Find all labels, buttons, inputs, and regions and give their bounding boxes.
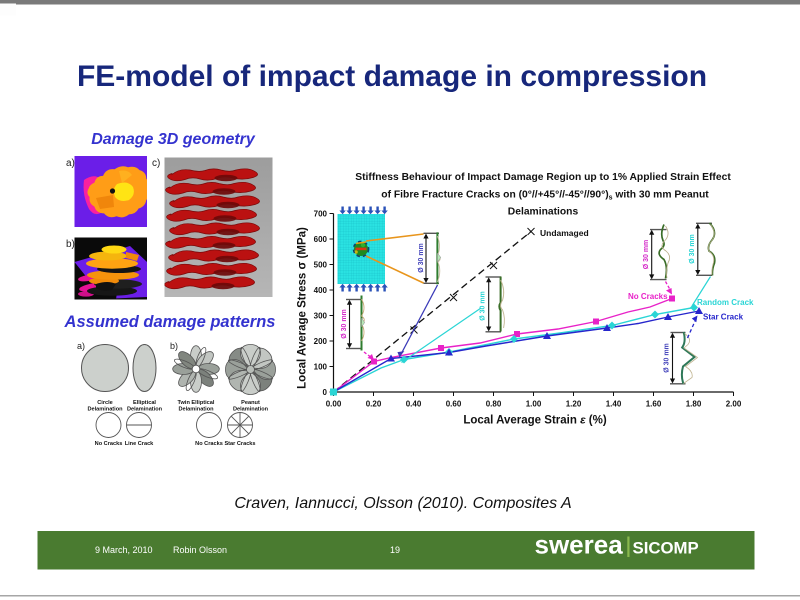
svg-text:Star Cracks: Star Cracks [224,441,255,447]
svg-text:0: 0 [323,388,328,397]
svg-text:Ø 30 mm: Ø 30 mm [664,343,671,373]
svg-text:No Cracks: No Cracks [628,292,668,301]
svg-text:Delamination: Delamination [87,407,123,413]
svg-text:Star Crack: Star Crack [703,313,744,322]
svg-text:No Cracks: No Cracks [195,441,223,447]
svg-text:Ø 30 mm: Ø 30 mm [418,243,425,273]
svg-text:Twin Elliptical: Twin Elliptical [178,400,215,406]
svg-text:No Cracks: No Cracks [95,441,123,447]
svg-text:9 March, 2010: 9 March, 2010 [95,545,153,555]
svg-text:19: 19 [390,545,400,555]
svg-text:Ø 30 mm: Ø 30 mm [480,291,487,321]
svg-text:600: 600 [314,235,328,244]
svg-text:Damage 3D geometry: Damage 3D geometry [91,131,256,148]
svg-text:300: 300 [314,312,328,321]
svg-text:1.40: 1.40 [606,400,622,409]
svg-text:2.00: 2.00 [726,400,742,409]
svg-text:Delamination: Delamination [127,407,163,413]
svg-text:a): a) [77,341,85,351]
svg-text:0.80: 0.80 [486,400,502,409]
svg-text:Peanut: Peanut [241,400,260,406]
svg-text:0.60: 0.60 [446,400,462,409]
svg-text:Craven, Iannucci, Olsson (2010: Craven, Iannucci, Olsson (2010). Composi… [234,495,571,512]
svg-text:Robin Olsson: Robin Olsson [173,545,227,555]
svg-text:Random Crack: Random Crack [697,298,754,307]
svg-text:1.20: 1.20 [566,400,582,409]
svg-text:b): b) [66,239,75,250]
svg-text:Ø 30 mm: Ø 30 mm [643,240,650,270]
svg-text:1.60: 1.60 [646,400,662,409]
svg-text:1.80: 1.80 [686,400,702,409]
svg-text:Delamination: Delamination [178,407,214,413]
svg-text:Local Average Stress σ (MPa): Local Average Stress σ (MPa) [297,227,309,389]
svg-text:Ø 30 mm: Ø 30 mm [689,234,696,264]
svg-text:200: 200 [314,337,328,346]
svg-text:SICOMP: SICOMP [633,539,699,558]
svg-text:swerea: swerea [535,530,624,560]
svg-text:FE-model of impact damage in c: FE-model of impact damage in compression [77,60,707,93]
svg-text:c): c) [152,158,160,169]
svg-text:Delamination: Delamination [233,407,269,413]
svg-text:100: 100 [314,363,328,372]
svg-text:Assumed damage patterns: Assumed damage patterns [64,313,276,331]
svg-text:Local Average Strain ε (%): Local Average Strain ε (%) [463,415,607,427]
svg-text:400: 400 [314,286,328,295]
svg-text:500: 500 [314,261,328,270]
svg-text:700: 700 [314,210,328,219]
svg-text:Elliptical: Elliptical [133,400,156,406]
svg-text:0.00: 0.00 [326,400,342,409]
svg-text:0.20: 0.20 [366,400,382,409]
svg-text:Undamaged: Undamaged [540,228,589,238]
svg-text:1.00: 1.00 [526,400,542,409]
svg-text:of Fibre Fracture Cracks on (0: of Fibre Fracture Cracks on (0°//+45°//-… [381,190,709,202]
svg-text:Line Crack: Line Crack [125,441,154,447]
svg-text:Stiffness Behaviour of Impact: Stiffness Behaviour of Impact Damage Reg… [355,172,731,183]
svg-text:a): a) [66,158,75,169]
svg-text:Delaminations: Delaminations [508,207,579,218]
svg-text:Ø 30 mm: Ø 30 mm [341,309,348,339]
svg-text:Circle: Circle [97,400,113,406]
svg-text:0.40: 0.40 [406,400,422,409]
svg-text:b): b) [170,341,178,351]
